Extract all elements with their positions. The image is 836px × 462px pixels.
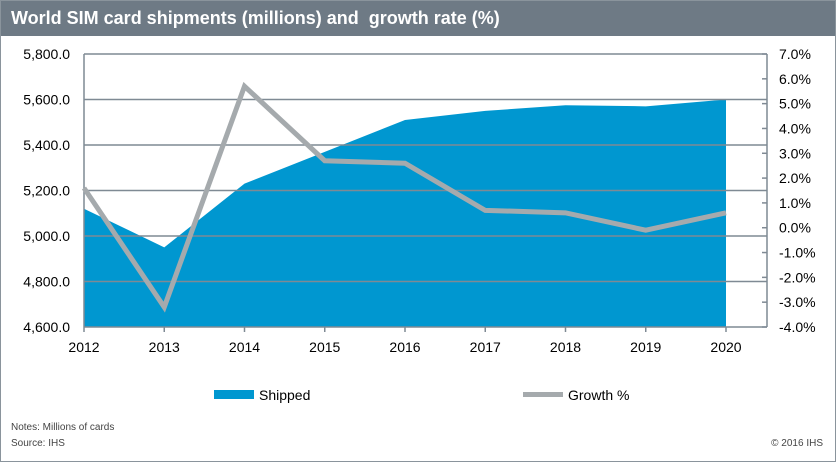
chart-title: World SIM card shipments (millions) and … [11,8,500,28]
left-axis-tick-label: 5,200.0 [23,183,70,199]
shipped-area [84,99,726,327]
right-axis-tick-label: 4.0% [779,120,811,136]
left-axis-tick-label: 5,000.0 [23,228,70,244]
right-axis-tick-label: -3.0% [779,294,816,310]
left-axis-tick-label: 5,800.0 [23,46,70,62]
source-text: Source: IHS [11,438,65,449]
legend-label-shipped: Shipped [259,387,310,403]
left-axis-tick-label: 4,800.0 [23,274,70,290]
chart-header: World SIM card shipments (millions) and … [1,1,835,36]
notes-text: Notes: Millions of cards [11,422,115,433]
right-axis-tick-label: 2.0% [779,170,811,186]
x-axis-tick-label: 2012 [68,339,99,355]
right-axis-tick-label: 6.0% [779,71,811,87]
right-axis-tick-label: 0.0% [779,220,811,236]
right-axis-tick-label: -4.0% [779,319,816,335]
x-axis-tick-label: 2013 [149,339,180,355]
right-axis-tick-label: 3.0% [779,145,811,161]
right-axis-tick-label: -2.0% [779,269,816,285]
copyright-text: © 2016 IHS [771,438,823,449]
x-axis-tick-label: 2014 [229,339,260,355]
x-axis-tick-label: 2018 [550,339,581,355]
x-axis-tick-label: 2016 [389,339,420,355]
left-axis-tick-label: 5,600.0 [23,92,70,108]
right-axis-tick-label: 1.0% [779,195,811,211]
legend-swatch-shipped [214,390,254,399]
x-axis-tick-label: 2017 [470,339,501,355]
legend-label-growth: Growth % [568,387,629,403]
x-axis-tick-label: 2015 [309,339,340,355]
left-axis-tick-label: 4,600.0 [23,319,70,335]
x-axis-tick-label: 2020 [710,339,741,355]
right-axis-tick-label: 7.0% [779,46,811,62]
x-axis-tick-label: 2019 [630,339,661,355]
right-axis-tick-label: -1.0% [779,245,816,261]
left-axis-tick-label: 5,400.0 [23,137,70,153]
right-axis-tick-label: 5.0% [779,96,811,112]
